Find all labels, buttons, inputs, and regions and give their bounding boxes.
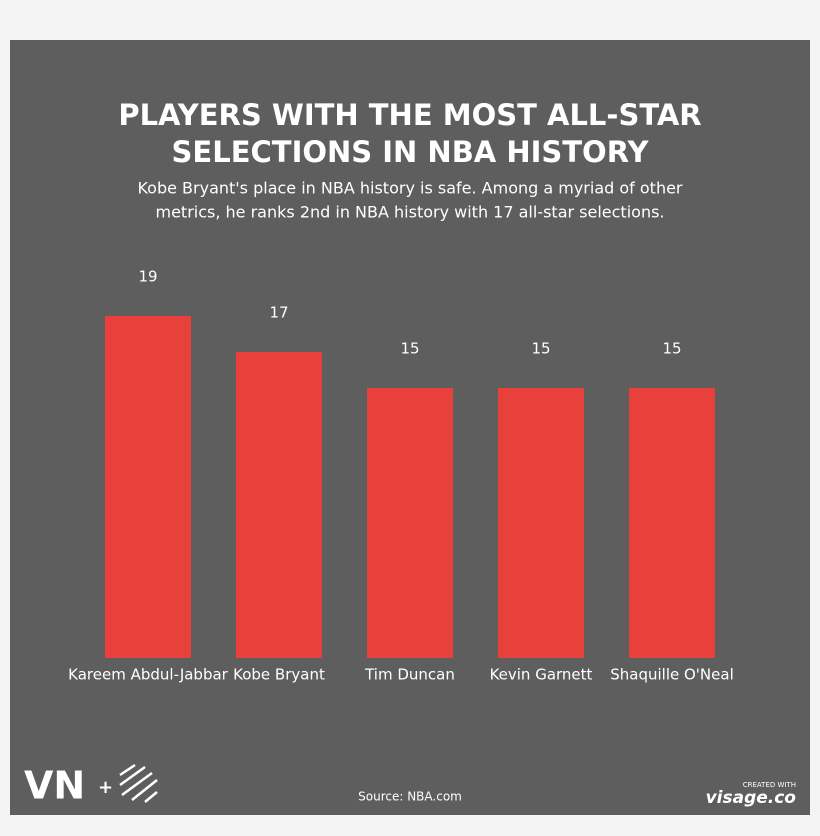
bar xyxy=(498,388,584,658)
x-tick-label: Tim Duncan xyxy=(364,666,455,684)
bar xyxy=(629,388,715,658)
credit: visage.co xyxy=(706,788,797,808)
chart-title: SELECTIONS IN NBA HISTORY xyxy=(172,135,650,169)
logo-mark xyxy=(119,763,158,803)
subtitle: metrics, he ranks 2nd in NBA history wit… xyxy=(156,203,665,222)
bar xyxy=(236,352,322,658)
value-label: 15 xyxy=(400,340,419,358)
bar xyxy=(105,316,191,658)
subtitle: Kobe Bryant's place in NBA history is sa… xyxy=(137,179,682,198)
x-tick-label: Kobe Bryant xyxy=(233,666,325,684)
value-label: 19 xyxy=(138,268,157,286)
credit: CREATED WITH xyxy=(743,781,796,789)
value-label: 15 xyxy=(662,340,681,358)
logo: VN xyxy=(24,764,85,808)
x-tick-label: Kevin Garnett xyxy=(490,666,593,684)
source: Source: NBA.com xyxy=(358,790,462,804)
value-label: 15 xyxy=(531,340,550,358)
logo: + xyxy=(98,777,113,798)
x-tick-label: Kareem Abdul-Jabbar xyxy=(68,666,229,684)
value-label: 17 xyxy=(269,304,288,322)
chart-title: PLAYERS WITH THE MOST ALL-STAR xyxy=(118,98,701,132)
bar xyxy=(367,388,453,658)
x-tick-label: Shaquille O'Neal xyxy=(610,666,734,684)
